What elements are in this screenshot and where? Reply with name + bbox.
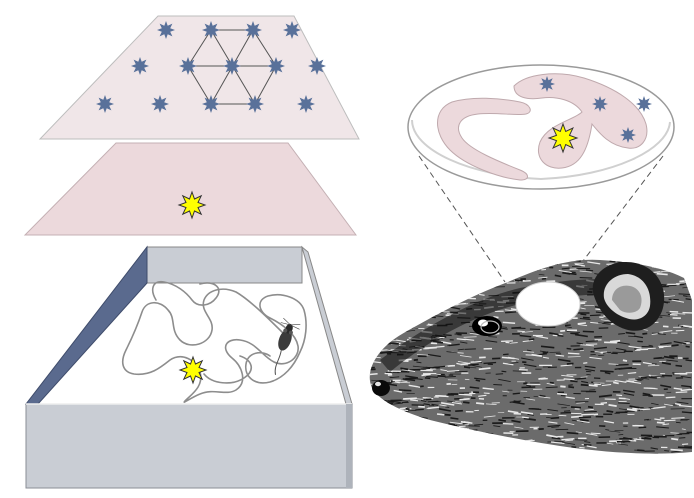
hippocampus-ca-shape	[513, 73, 648, 169]
place-layer-plane	[23, 142, 357, 236]
arena-place-field	[178, 355, 208, 385]
place-layer	[23, 142, 357, 236]
place-field	[177, 190, 207, 220]
grid-field-star-icon	[131, 57, 149, 75]
grid-field-star-icon	[179, 57, 197, 75]
grid-field-star-icon	[244, 21, 262, 39]
grid-field-star-icon	[297, 95, 315, 113]
arena-place-field-starburst-icon	[178, 355, 208, 385]
grid-field-star-icon	[202, 95, 220, 113]
inset-grid-field-star-icon	[592, 96, 608, 112]
place-field-starburst-icon	[177, 190, 207, 220]
grid-fields	[96, 21, 326, 113]
inset-grid-field-star-icon	[636, 96, 652, 112]
hippocampus-inset	[407, 64, 675, 190]
grid-field-star-icon	[151, 95, 169, 113]
grid-field-star-icon	[267, 57, 285, 75]
rat-icon	[274, 317, 301, 375]
grid-field-star-icon	[223, 57, 241, 75]
arena-front-wall	[25, 403, 353, 489]
cranial-window	[515, 281, 581, 327]
grid-layer	[38, 15, 360, 140]
hippocampus-c-shape	[437, 97, 531, 181]
nose-icon	[372, 380, 390, 396]
grid-field-star-icon	[202, 21, 220, 39]
trajectory-path	[121, 280, 307, 403]
open-field-arena	[24, 245, 353, 489]
grid-field-star-icon	[308, 57, 326, 75]
inset-grid-field-star-icon	[620, 127, 636, 143]
inset-place-field	[547, 122, 579, 154]
grid-field-star-icon	[246, 95, 264, 113]
grid-field-star-icon	[157, 21, 175, 39]
inset-grid-fields	[539, 76, 652, 143]
eye-icon	[472, 316, 502, 336]
inset-place-field-starburst-icon	[547, 122, 579, 154]
rat-head-illustration	[369, 259, 692, 454]
arena-back-wall	[146, 246, 303, 284]
grid-field-star-icon	[96, 95, 114, 113]
grid-layer-plane	[38, 15, 360, 140]
ear-icon	[592, 262, 665, 331]
inset-grid-field-star-icon	[539, 76, 555, 92]
arena-side-face	[346, 404, 352, 488]
grid-field-star-icon	[283, 21, 301, 39]
